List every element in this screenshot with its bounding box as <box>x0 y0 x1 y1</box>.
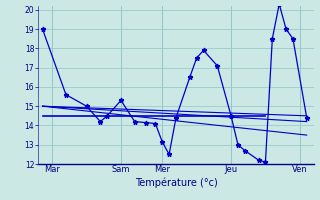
X-axis label: Température (°c): Température (°c) <box>135 177 217 188</box>
